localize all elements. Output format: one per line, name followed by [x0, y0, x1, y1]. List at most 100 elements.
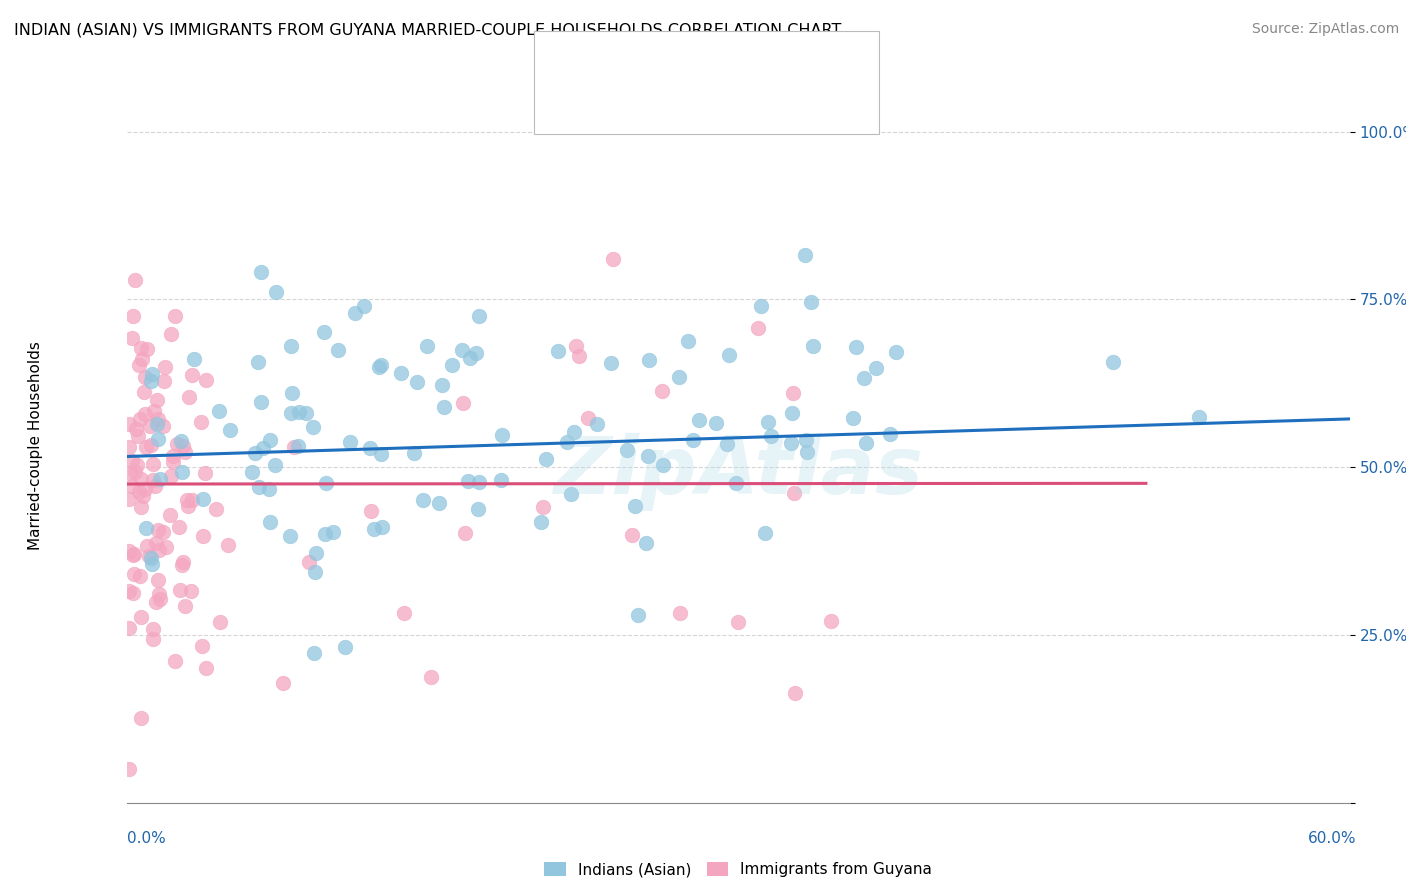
Point: [842, 411, 865, 425]
Text: ZipAtlas: ZipAtlas: [553, 433, 924, 510]
Point: [118, 467, 141, 481]
Point: [141, 551, 163, 566]
Point: [146, 417, 169, 431]
Point: [135, 441, 157, 455]
Point: [780, 406, 803, 420]
Point: [259, 434, 281, 448]
Point: [716, 437, 738, 451]
Point: [259, 515, 281, 529]
Point: [148, 543, 170, 558]
Point: [193, 491, 215, 506]
Point: [800, 295, 823, 310]
Point: [576, 411, 599, 425]
Point: [145, 393, 167, 408]
Point: [209, 615, 232, 629]
Point: [360, 504, 382, 518]
Point: [1101, 354, 1123, 368]
Point: [280, 339, 302, 353]
Point: [121, 586, 143, 600]
Text: Source: ZipAtlas.com: Source: ZipAtlas.com: [1251, 22, 1399, 37]
Point: [191, 639, 214, 653]
Point: [149, 591, 172, 606]
Point: [132, 489, 155, 503]
Point: [146, 523, 169, 537]
Point: [134, 384, 156, 399]
Point: [688, 413, 710, 427]
Point: [141, 458, 163, 472]
Point: [117, 621, 139, 635]
Point: [217, 538, 239, 552]
Point: [173, 444, 195, 458]
Point: [148, 432, 170, 446]
Point: [142, 632, 165, 647]
Point: [585, 417, 607, 431]
Point: [146, 411, 169, 425]
Point: [451, 343, 474, 357]
Point: [682, 433, 704, 447]
Point: [302, 646, 325, 660]
Point: [124, 465, 146, 479]
Point: [727, 615, 749, 629]
Point: [370, 447, 392, 461]
Point: [176, 492, 198, 507]
Point: [121, 479, 143, 493]
Text: Married-couple Households: Married-couple Households: [28, 342, 42, 550]
Point: [128, 485, 150, 500]
Point: [172, 466, 194, 480]
Point: [208, 403, 231, 417]
Point: [134, 369, 156, 384]
Point: [779, 435, 801, 450]
Point: [247, 480, 270, 494]
Point: [420, 670, 443, 684]
Point: [785, 686, 807, 700]
Point: [122, 567, 145, 582]
Point: [134, 482, 156, 496]
Point: [301, 420, 323, 434]
Point: [457, 474, 479, 488]
Text: 60.0%: 60.0%: [1309, 831, 1357, 846]
Point: [181, 368, 204, 382]
Point: [139, 419, 162, 434]
Point: [865, 361, 887, 376]
Point: [280, 406, 302, 420]
Point: [162, 449, 184, 463]
Point: [247, 354, 270, 368]
Point: [676, 334, 699, 348]
Point: [747, 320, 769, 334]
Point: [368, 360, 391, 375]
Point: [117, 544, 139, 558]
Point: [560, 487, 582, 501]
Text: 0.0%: 0.0%: [127, 831, 166, 846]
Point: [145, 536, 167, 550]
Point: [534, 452, 557, 467]
Point: [855, 435, 877, 450]
Point: [718, 348, 741, 362]
Point: [404, 446, 426, 460]
Point: [128, 569, 150, 583]
Point: [339, 434, 361, 449]
Point: [796, 445, 818, 459]
Point: [759, 428, 782, 442]
Point: [427, 495, 450, 509]
Point: [121, 548, 143, 562]
Text: R = 0.099   N = 113: R = 0.099 N = 113: [600, 50, 768, 68]
Point: [412, 493, 434, 508]
Point: [250, 394, 273, 409]
Point: [621, 528, 644, 542]
Point: [749, 299, 772, 313]
Point: [131, 352, 153, 367]
Point: [118, 491, 141, 506]
Point: [124, 273, 146, 287]
Point: [141, 438, 163, 452]
Point: [128, 412, 150, 426]
Point: [281, 386, 304, 401]
Point: [141, 558, 163, 572]
Point: [562, 425, 585, 439]
Point: [181, 492, 204, 507]
Point: [169, 583, 191, 598]
Point: [353, 299, 375, 313]
Point: [295, 406, 318, 420]
Point: [651, 384, 673, 398]
Point: [704, 416, 727, 430]
Point: [599, 356, 621, 370]
